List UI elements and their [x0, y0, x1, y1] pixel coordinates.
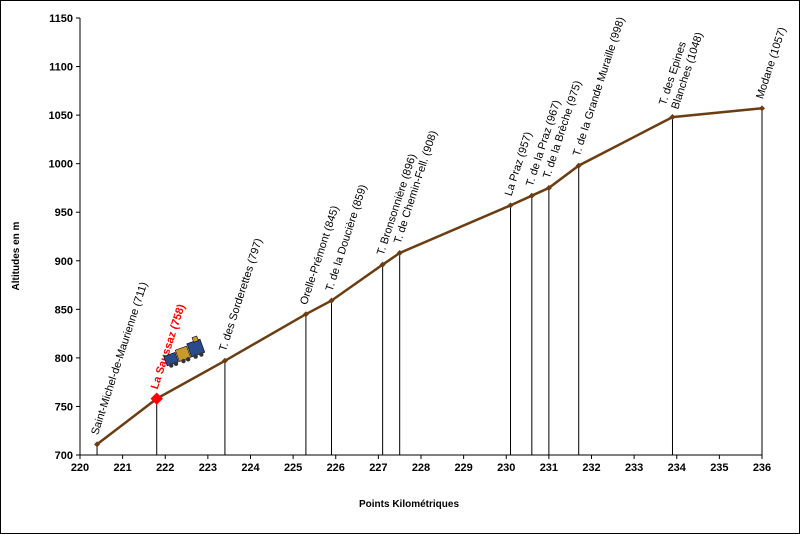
x-tick-label: 229: [454, 462, 472, 474]
station-marker: [575, 162, 582, 169]
y-tick-label: 1000: [49, 159, 73, 171]
x-tick-label: 234: [668, 462, 687, 474]
x-tick-label: 236: [753, 462, 771, 474]
x-tick-label: 226: [327, 462, 345, 474]
station-label: La Saussaz (758): [149, 302, 188, 390]
x-tick-label: 233: [625, 462, 643, 474]
x-tick-label: 228: [412, 462, 430, 474]
y-tick-label: 950: [55, 207, 73, 219]
x-tick-label: 221: [113, 462, 131, 474]
y-tick-label: 800: [55, 353, 73, 365]
x-axis-label: Points Kilométriques: [359, 499, 459, 510]
station-label-group: La Saussaz (758): [149, 302, 188, 390]
y-tick-label: 900: [55, 256, 73, 268]
station-label-group: Saint-Michel-de-Maurienne (711): [89, 281, 150, 437]
y-tick-label: 750: [55, 401, 73, 413]
x-tick-label: 225: [284, 462, 302, 474]
station-label: Modane (1057): [754, 26, 788, 101]
station-marker: [221, 357, 228, 364]
y-tick-label: 1100: [49, 62, 73, 74]
station-stems: [96, 108, 763, 455]
x-tick-label: 230: [497, 462, 515, 474]
station-label: T. des Sorderettes (797): [217, 237, 265, 353]
y-tick-label: 1050: [49, 110, 73, 122]
station-marker-highlight: [150, 392, 163, 405]
x-tick-label: 227: [369, 462, 387, 474]
x-tick-label: 235: [710, 462, 728, 474]
station-markers: [94, 105, 765, 448]
y-tick-label: 1150: [49, 13, 73, 25]
station-marker: [528, 192, 535, 199]
station-marker: [759, 105, 765, 112]
train-icon: [163, 335, 206, 368]
station-label-group: T. des Sorderettes (797): [217, 237, 265, 353]
station-marker: [302, 311, 309, 318]
y-tick-label: 850: [55, 304, 73, 316]
station-marker: [507, 202, 514, 209]
axes: 700 750 800 850 900 950 1000 1050 1100 1150 220 221…: [49, 13, 772, 474]
station-labels: Saint-Michel-de-Maurienne (711)La Saussa…: [89, 16, 788, 437]
station-marker: [94, 441, 101, 448]
station-marker: [379, 261, 386, 268]
station-marker: [328, 297, 335, 304]
station-label-group: Modane (1057): [754, 26, 788, 101]
station-marker: [396, 250, 403, 257]
x-tick-label: 223: [199, 462, 217, 474]
station-label: Saint-Michel-de-Maurienne (711): [89, 281, 150, 437]
x-tick-label: 220: [71, 462, 89, 474]
x-tick-label: 232: [582, 462, 600, 474]
x-tick-label: 231: [540, 462, 558, 474]
station-marker: [669, 114, 676, 121]
x-tick-label: 224: [241, 462, 260, 474]
x-tick-label: 222: [156, 462, 174, 474]
y-tick-label: 700: [55, 450, 73, 462]
station-marker: [545, 184, 552, 191]
y-axis-label: Altitudes en m: [11, 221, 22, 290]
